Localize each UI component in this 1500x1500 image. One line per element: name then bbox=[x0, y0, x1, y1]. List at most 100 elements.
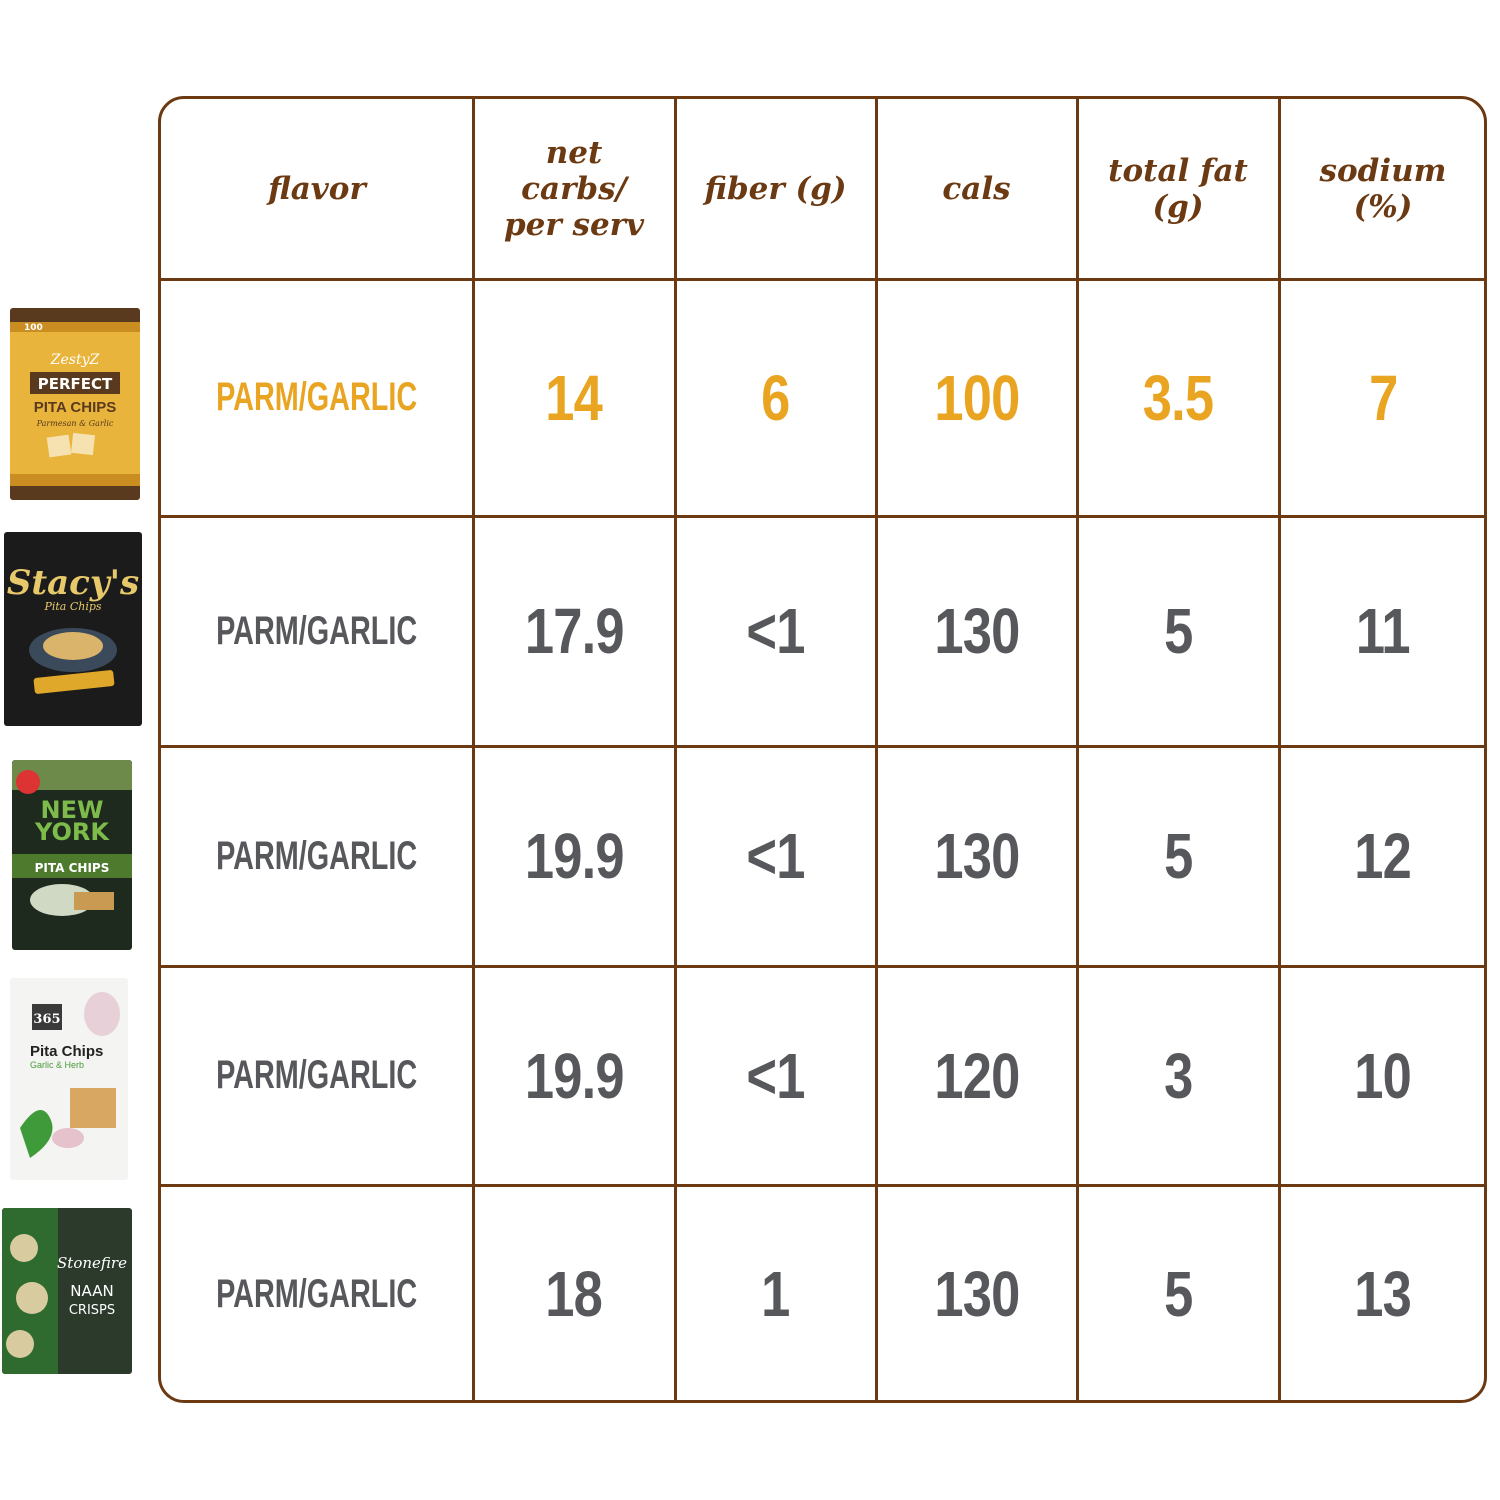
new-york-style-pita-chips-bag-icon: NEW YORK PITA CHIPS bbox=[12, 760, 132, 950]
net-carbs-value: 14 bbox=[545, 361, 604, 434]
sodium-value: 11 bbox=[1356, 595, 1411, 667]
table-cell-sodium: 11 bbox=[1279, 516, 1484, 746]
svg-text:365: 365 bbox=[33, 1012, 60, 1027]
svg-text:NAAN: NAAN bbox=[70, 1282, 113, 1300]
table-cell-flavor: PARM/GARLIC bbox=[161, 966, 473, 1185]
table-cell-net-carbs: 17.9 bbox=[473, 516, 675, 746]
header-label-fiber: fiber (g) bbox=[704, 171, 847, 207]
fiber-value: <1 bbox=[746, 595, 805, 667]
table-cell-total-fat: 5 bbox=[1077, 516, 1279, 746]
net-carbs-value: 17.9 bbox=[524, 595, 625, 667]
header-cell-sodium: sodium (%) bbox=[1279, 99, 1484, 279]
table-cell-sodium: 12 bbox=[1279, 746, 1484, 966]
total-fat-value: 3.5 bbox=[1142, 361, 1214, 434]
table-cell-sodium: 7 bbox=[1279, 279, 1484, 516]
column-divider bbox=[875, 99, 878, 1400]
total-fat-value: 3 bbox=[1163, 1039, 1193, 1112]
row-divider bbox=[161, 515, 1484, 518]
table-cell-flavor: PARM/GARLIC bbox=[161, 746, 473, 966]
365-pita-chips-bag-icon: 365 Pita Chips Garlic & Herb bbox=[10, 978, 128, 1180]
cals-value: 130 bbox=[933, 595, 1020, 667]
table-cell-net-carbs: 18 bbox=[473, 1185, 675, 1400]
flavor-label: PARM/GARLIC bbox=[216, 375, 418, 419]
cals-value: 100 bbox=[933, 361, 1020, 434]
row-divider bbox=[161, 278, 1484, 281]
total-fat-value: 5 bbox=[1163, 595, 1193, 667]
table-cell-cals: 130 bbox=[876, 746, 1077, 966]
cals-value: 130 bbox=[933, 1258, 1020, 1330]
table-cell-sodium: 13 bbox=[1279, 1185, 1484, 1400]
net-carbs-value: 19.9 bbox=[524, 1039, 625, 1112]
header-cell-flavor: flavor bbox=[161, 99, 473, 279]
column-divider bbox=[472, 99, 475, 1400]
table-cell-flavor: PARM/GARLIC bbox=[161, 516, 473, 746]
flavor-label: PARM/GARLIC bbox=[216, 1053, 418, 1097]
fiber-value: <1 bbox=[746, 820, 805, 892]
table-cell-fiber: <1 bbox=[675, 746, 876, 966]
net-carbs-value: 19.9 bbox=[524, 820, 625, 892]
header-cell-total-fat: total fat (g) bbox=[1077, 99, 1279, 279]
svg-text:Pita Chips: Pita Chips bbox=[30, 1043, 103, 1060]
header-label-total-fat: total fat (g) bbox=[1108, 153, 1248, 225]
svg-text:ZestyZ: ZestyZ bbox=[50, 352, 100, 368]
svg-text:Stonefire: Stonefire bbox=[57, 1254, 127, 1272]
header-label-sodium: sodium (%) bbox=[1319, 153, 1447, 225]
table-cell-net-carbs: 14 bbox=[473, 279, 675, 516]
table-cell-fiber: 1 bbox=[675, 1185, 876, 1400]
fiber-value: 6 bbox=[761, 361, 790, 434]
svg-text:Stacy's: Stacy's bbox=[7, 563, 139, 603]
svg-text:100: 100 bbox=[24, 323, 43, 333]
table-cell-cals: 130 bbox=[876, 516, 1077, 746]
header-cell-net-carbs: net carbs/ per serv bbox=[473, 99, 675, 279]
table-cell-fiber: 6 bbox=[675, 279, 876, 516]
zesty-z-perfect-pita-chips-bag-icon: 100 ZestyZ PERFECT PITA CHIPS Parmesan &… bbox=[10, 308, 140, 500]
svg-text:Garlic & Herb: Garlic & Herb bbox=[30, 1060, 84, 1070]
column-divider bbox=[1076, 99, 1079, 1400]
table-cell-cals: 130 bbox=[876, 1185, 1077, 1400]
svg-text:YORK: YORK bbox=[34, 818, 110, 846]
flavor-label: PARM/GARLIC bbox=[216, 833, 418, 878]
table-cell-net-carbs: 19.9 bbox=[473, 746, 675, 966]
sodium-value: 10 bbox=[1354, 1039, 1413, 1112]
comparison-table: flavor net carbs/ per serv fiber (g) cals to… bbox=[158, 96, 1487, 1403]
header-cell-fiber: fiber (g) bbox=[675, 99, 876, 279]
flavor-label: PARM/GARLIC bbox=[216, 608, 418, 653]
row-divider bbox=[161, 965, 1484, 968]
table-cell-total-fat: 3.5 bbox=[1077, 279, 1279, 516]
table-cell-net-carbs: 19.9 bbox=[473, 966, 675, 1185]
header-cell-cals: cals bbox=[876, 99, 1077, 279]
table-cell-sodium: 10 bbox=[1279, 966, 1484, 1185]
stacys-pita-chips-bag-icon: Stacy's Pita Chips bbox=[4, 532, 142, 726]
sodium-value: 13 bbox=[1354, 1258, 1413, 1330]
total-fat-value: 5 bbox=[1163, 820, 1193, 892]
svg-text:NEW: NEW bbox=[41, 796, 104, 824]
svg-text:Parmesan & Garlic: Parmesan & Garlic bbox=[36, 419, 114, 428]
cals-value: 130 bbox=[933, 820, 1020, 892]
fiber-value: 1 bbox=[761, 1258, 790, 1330]
svg-text:PITA CHIPS: PITA CHIPS bbox=[34, 399, 117, 416]
column-divider bbox=[674, 99, 677, 1400]
row-divider bbox=[161, 745, 1484, 748]
header-label-net-carbs: net carbs/ per serv bbox=[503, 135, 645, 243]
sodium-value: 12 bbox=[1354, 820, 1413, 892]
table-cell-fiber: <1 bbox=[675, 966, 876, 1185]
svg-text:PITA CHIPS: PITA CHIPS bbox=[35, 861, 110, 875]
net-carbs-value: 18 bbox=[545, 1258, 604, 1330]
svg-text:Pita Chips: Pita Chips bbox=[43, 600, 101, 613]
table-cell-cals: 100 bbox=[876, 279, 1077, 516]
table-cell-flavor: PARM/GARLIC bbox=[161, 1185, 473, 1400]
fiber-value: <1 bbox=[746, 1039, 805, 1112]
header-label-flavor: flavor bbox=[268, 171, 366, 207]
sodium-value: 7 bbox=[1368, 361, 1398, 434]
table-cell-flavor: PARM/GARLIC bbox=[161, 279, 473, 516]
flavor-label: PARM/GARLIC bbox=[216, 1271, 418, 1316]
svg-text:CRISPS: CRISPS bbox=[69, 1303, 115, 1318]
table-cell-cals: 120 bbox=[876, 966, 1077, 1185]
table-cell-total-fat: 5 bbox=[1077, 1185, 1279, 1400]
header-label-cals: cals bbox=[942, 171, 1011, 207]
stonefire-naan-crisps-bag-icon: Stonefire NAAN CRISPS bbox=[2, 1208, 132, 1374]
column-divider bbox=[1278, 99, 1281, 1400]
svg-text:PERFECT: PERFECT bbox=[38, 375, 113, 393]
row-divider bbox=[161, 1184, 1484, 1187]
